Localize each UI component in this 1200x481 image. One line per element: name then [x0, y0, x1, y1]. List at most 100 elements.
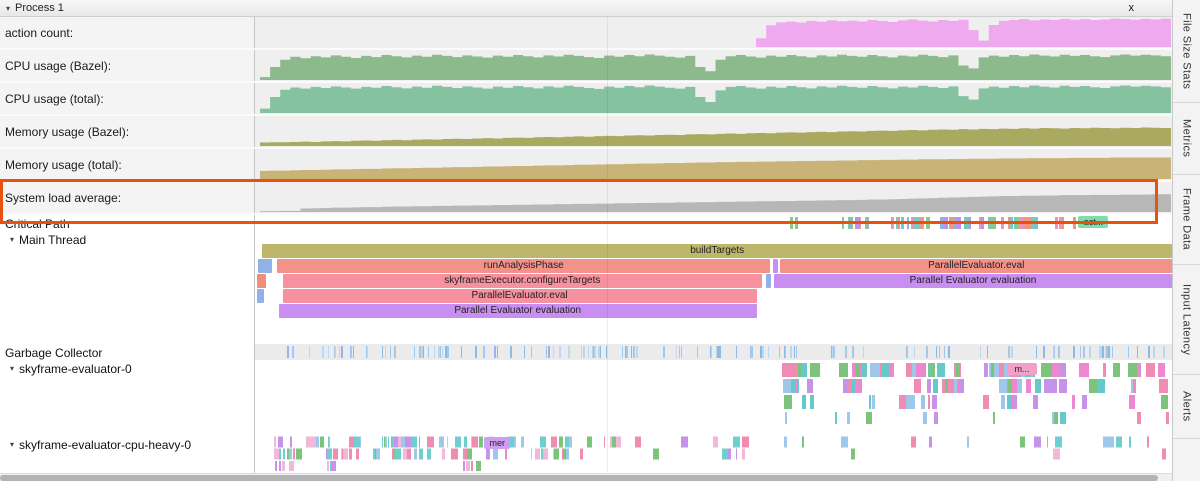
trace-event-tick[interactable] — [497, 346, 499, 358]
trace-event-tick[interactable] — [625, 346, 627, 358]
trace-event-tick[interactable] — [1129, 395, 1135, 409]
trace-event-tick[interactable] — [1050, 379, 1057, 393]
trace-event-tick[interactable] — [598, 346, 600, 358]
trace-event-tick[interactable] — [711, 346, 713, 358]
trace-event-tick[interactable] — [1044, 379, 1053, 393]
trace-event-tick[interactable] — [1153, 346, 1155, 358]
critical-path-track[interactable]: act... — [255, 215, 1172, 231]
trace-event-tick[interactable] — [735, 448, 738, 460]
trace-event-tick[interactable] — [394, 346, 396, 358]
trace-event-tick[interactable] — [870, 363, 881, 377]
close-icon[interactable]: x — [1128, 2, 1135, 14]
trace-event-tick[interactable] — [319, 436, 324, 448]
trace-event-tick[interactable] — [784, 395, 793, 409]
trace-event-tick[interactable] — [923, 412, 927, 424]
trace-event-tick[interactable] — [341, 448, 344, 460]
trace-event-tick[interactable] — [291, 346, 294, 358]
trace-event-tick[interactable] — [890, 363, 894, 377]
trace-event-tick[interactable] — [333, 346, 336, 358]
trace-event-tick[interactable] — [956, 217, 961, 229]
tab-alerts[interactable]: Alerts — [1173, 375, 1200, 439]
trace-event-tick[interactable] — [784, 346, 787, 358]
trace-event-tick[interactable] — [801, 395, 806, 409]
trace-event-tick[interactable] — [982, 395, 990, 409]
trace-event-tick[interactable] — [915, 363, 926, 377]
trace-event-tick[interactable] — [376, 448, 381, 460]
trace-event-tick[interactable] — [295, 448, 303, 460]
trace-slice-buildtargets[interactable]: buildTargets — [262, 244, 1172, 258]
trace-event-tick[interactable] — [289, 448, 292, 460]
trace-event-tick[interactable] — [795, 217, 799, 229]
trace-slice-parallel-evaluator-evaluation[interactable]: Parallel Evaluator evaluation — [774, 274, 1172, 288]
trace-event-tick[interactable] — [279, 461, 282, 471]
slice-row[interactable] — [255, 394, 1172, 410]
trace-event-tick[interactable] — [633, 346, 635, 358]
trace-event-tick[interactable] — [548, 346, 550, 358]
trace-event-tick[interactable] — [340, 346, 343, 358]
trace-event-tick[interactable] — [913, 346, 916, 358]
trace-event-tick[interactable] — [767, 346, 770, 358]
trace-event-tick[interactable] — [630, 346, 632, 358]
trace-event-tick[interactable] — [793, 346, 795, 358]
trace-event-tick[interactable] — [932, 395, 937, 409]
trace-event-tick[interactable] — [422, 346, 424, 358]
slice-row[interactable] — [255, 378, 1172, 394]
trace-event-tick[interactable] — [996, 363, 1006, 377]
trace-event-tick[interactable] — [392, 448, 395, 460]
trace-event-tick[interactable] — [354, 436, 360, 448]
trace-event-tick[interactable] — [438, 346, 441, 358]
trace-event-tick[interactable] — [553, 448, 560, 460]
trace-event-tick[interactable] — [958, 379, 964, 393]
trace-event-tick[interactable] — [1033, 217, 1039, 229]
trace-event-tick[interactable] — [389, 346, 391, 358]
trace-event-tick[interactable] — [925, 217, 930, 229]
slice-row[interactable] — [255, 448, 1172, 460]
trace-event-tick[interactable] — [869, 395, 872, 409]
trace-event-tick[interactable] — [483, 346, 485, 358]
trace-event-tick[interactable] — [1162, 346, 1165, 358]
trace-event-tick[interactable] — [912, 363, 920, 377]
trace-event-tick[interactable] — [782, 363, 787, 377]
trace-event-tick[interactable] — [1007, 346, 1010, 358]
trace-event-tick[interactable] — [568, 346, 570, 358]
trace-event-tick[interactable] — [1104, 346, 1106, 358]
trace-event-tick[interactable] — [1115, 436, 1122, 448]
skyframe-evaluator-cpu-heavy-0-track[interactable]: mer — [255, 436, 1172, 473]
trace-event-tick[interactable] — [626, 346, 628, 358]
trace-event-tick[interactable] — [678, 346, 681, 358]
trace-slice[interactable] — [765, 274, 772, 288]
trace-event-tick[interactable] — [565, 436, 569, 448]
trace-event-tick[interactable] — [1060, 363, 1067, 377]
trace-event-tick[interactable] — [852, 346, 855, 358]
trace-slice-parallelevaluator-eval[interactable]: ParallelEvaluator.eval — [282, 289, 757, 303]
trace-event-tick[interactable] — [552, 346, 555, 358]
trace-event-tick[interactable] — [1072, 346, 1075, 358]
trace-event-tick[interactable] — [785, 412, 788, 424]
trace-event-tick[interactable] — [854, 363, 860, 377]
trace-event-tick[interactable] — [563, 448, 566, 460]
trace-event-tick[interactable] — [835, 412, 838, 424]
trace-event-tick[interactable] — [349, 346, 352, 358]
collapse-triangle-icon[interactable]: ▾ — [6, 3, 11, 13]
trace-event-tick[interactable] — [1027, 217, 1032, 229]
trace-event-tick[interactable] — [335, 346, 337, 358]
trace-event-tick[interactable] — [394, 436, 397, 448]
trace-event-tick[interactable] — [675, 346, 677, 358]
trace-event-tick[interactable] — [742, 436, 750, 448]
collapse-triangle-icon[interactable]: ▾ — [10, 440, 15, 449]
trace-event-tick[interactable] — [281, 461, 285, 471]
trace-event-tick[interactable] — [470, 436, 473, 448]
trace-event-tick[interactable] — [580, 448, 584, 460]
trace-event-tick[interactable] — [1127, 346, 1130, 358]
trace-event-tick[interactable] — [861, 363, 868, 377]
trace-event-tick[interactable] — [310, 436, 316, 448]
trace-event-tick[interactable] — [1047, 436, 1049, 448]
trace-event-tick[interactable] — [540, 436, 546, 448]
trace-event-tick[interactable] — [330, 461, 336, 471]
trace-event-tick[interactable] — [905, 363, 912, 377]
trace-event-tick[interactable] — [1058, 379, 1067, 393]
trace-event-tick[interactable] — [278, 448, 282, 460]
trace-event-tick[interactable] — [956, 379, 960, 393]
collapse-triangle-icon[interactable]: ▾ — [10, 364, 15, 373]
trace-event-tick[interactable] — [605, 346, 608, 358]
